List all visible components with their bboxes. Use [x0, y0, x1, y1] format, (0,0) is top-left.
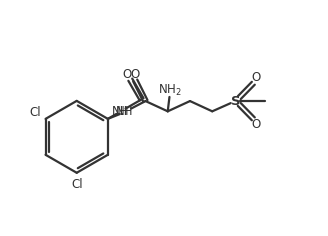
Text: NH: NH [116, 105, 134, 118]
Text: Cl: Cl [30, 106, 41, 119]
Text: NH: NH [112, 105, 129, 118]
Text: O: O [123, 68, 132, 81]
Text: NH$_2$: NH$_2$ [157, 83, 181, 98]
Text: Cl: Cl [71, 178, 83, 191]
Text: S: S [231, 95, 240, 108]
Text: O: O [130, 68, 139, 81]
Text: O: O [252, 71, 261, 84]
Text: O: O [252, 118, 261, 131]
